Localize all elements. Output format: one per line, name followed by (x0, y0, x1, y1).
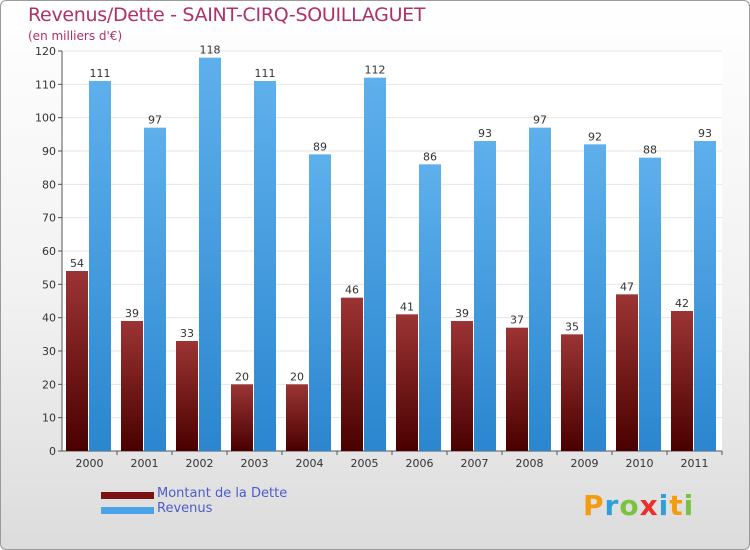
logo-letter: P (583, 489, 605, 522)
bar-revenus (419, 164, 441, 452)
bar-dette (396, 314, 418, 451)
bar-revenus (529, 127, 551, 452)
x-tick-label: 2006 (406, 457, 434, 470)
y-tick-label: 0 (49, 445, 56, 458)
bar-dette (616, 294, 638, 451)
x-tick-label: 2004 (296, 457, 324, 470)
logo-letter: r (604, 489, 620, 522)
data-label: 46 (345, 284, 359, 297)
bar-revenus (474, 141, 496, 451)
bar-dette (176, 341, 198, 451)
legend-label-revenus: Revenus (157, 501, 213, 516)
bar-dette (66, 271, 88, 451)
y-tick-label: 10 (42, 412, 56, 425)
data-label: 111 (90, 67, 111, 80)
data-label: 88 (643, 144, 657, 157)
data-label: 54 (70, 257, 84, 270)
bar-dette (561, 334, 583, 451)
x-tick-label: 2000 (76, 457, 104, 470)
data-label: 47 (620, 280, 634, 293)
x-tick-label: 2008 (516, 457, 544, 470)
data-label: 97 (533, 114, 547, 127)
data-label: 111 (255, 67, 276, 80)
data-label: 86 (423, 150, 437, 163)
logo-letter: i (683, 489, 695, 522)
x-tick-label: 2003 (241, 457, 269, 470)
y-tick-label: 30 (42, 345, 56, 358)
logo-letter: t (669, 489, 684, 522)
data-label: 20 (290, 370, 304, 383)
bar-revenus (199, 57, 221, 452)
data-label: 93 (478, 127, 492, 140)
data-label: 37 (510, 314, 524, 327)
x-tick-label: 2007 (461, 457, 489, 470)
y-tick-label: 20 (42, 378, 56, 391)
legend-swatch-dette (101, 492, 154, 499)
data-label: 93 (698, 127, 712, 140)
bar-dette (341, 297, 363, 451)
bar-dette (506, 327, 528, 451)
bar-revenus (364, 77, 386, 452)
data-label: 33 (180, 327, 194, 340)
y-tick-label: 50 (42, 278, 56, 291)
bar-revenus (639, 157, 661, 451)
y-tick-label: 90 (42, 145, 56, 158)
chart-title: Revenus/Dette - SAINT-CIRQ-SOUILLAGUET (28, 4, 426, 26)
y-tick-label: 80 (42, 178, 56, 191)
data-label: 42 (675, 297, 689, 310)
bar-revenus (144, 127, 166, 452)
y-tick-label: 60 (42, 245, 56, 258)
bar-dette (286, 384, 308, 451)
data-label: 112 (365, 64, 386, 77)
data-label: 41 (400, 300, 414, 313)
bar-dette (231, 384, 253, 451)
y-tick-label: 100 (35, 112, 56, 125)
data-label: 97 (148, 114, 162, 127)
bar-dette (451, 321, 473, 451)
legend-swatch-revenus (101, 507, 154, 514)
bar-revenus (89, 81, 111, 451)
bar-revenus (254, 81, 276, 451)
data-label: 118 (200, 44, 221, 57)
bar-revenus (584, 144, 606, 452)
data-label: 89 (313, 140, 327, 153)
logo-letter: i (658, 489, 670, 522)
x-tick-label: 2009 (571, 457, 599, 470)
y-tick-label: 70 (42, 212, 56, 225)
logo-letter: o (619, 489, 640, 522)
x-tick-label: 2005 (351, 457, 379, 470)
x-tick-label: 2010 (626, 457, 654, 470)
data-label: 39 (125, 307, 139, 320)
bar-revenus (694, 141, 716, 451)
logo-letter: x (639, 489, 659, 522)
y-tick-label: 120 (35, 45, 56, 58)
x-tick-label: 2002 (186, 457, 214, 470)
data-label: 39 (455, 307, 469, 320)
chart-unit-label: (en milliers d'€) (28, 29, 123, 43)
x-tick-label: 2011 (681, 457, 709, 470)
bar-dette (671, 311, 693, 451)
y-tick-label: 110 (35, 78, 56, 91)
x-tick-label: 2001 (131, 457, 159, 470)
legend-label-dette: Montant de la Dette (157, 486, 288, 501)
data-label: 92 (588, 130, 602, 143)
data-label: 35 (565, 320, 579, 333)
bar-dette (121, 321, 143, 451)
bar-revenus (309, 154, 331, 452)
y-tick-label: 40 (42, 312, 56, 325)
data-label: 20 (235, 370, 249, 383)
proxiti-logo: Proxiti (583, 489, 694, 522)
